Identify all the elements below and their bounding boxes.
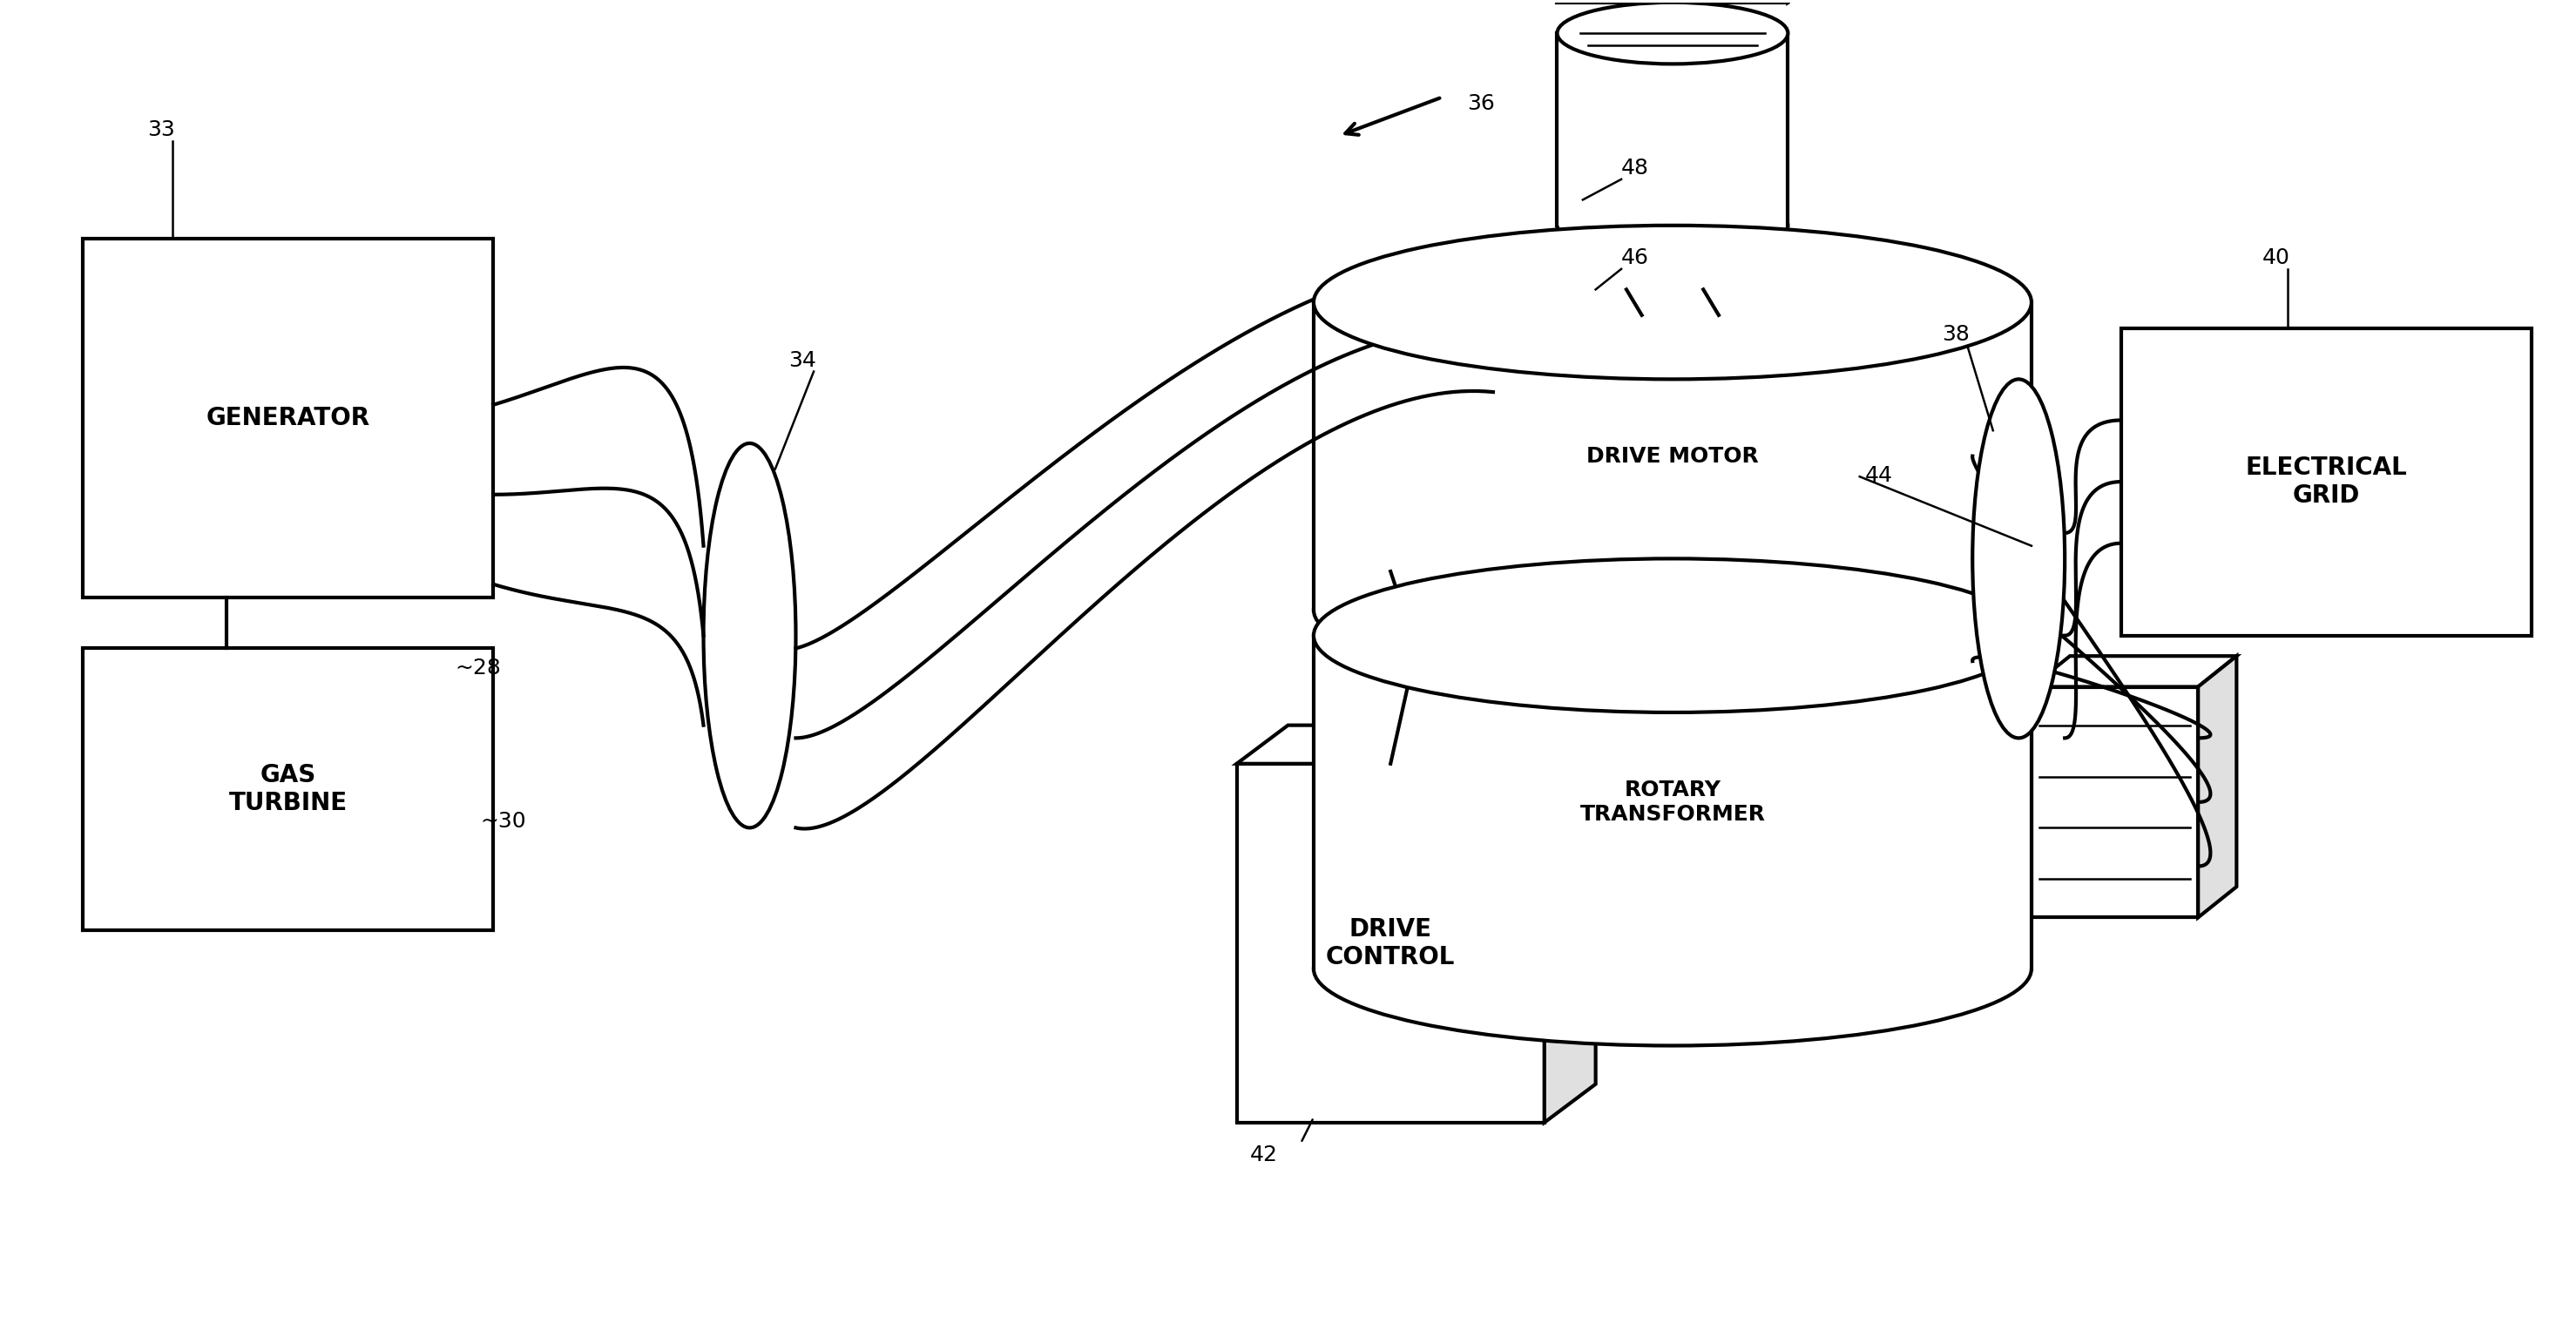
Ellipse shape bbox=[1314, 559, 2032, 713]
Text: 44: 44 bbox=[1865, 465, 1893, 485]
Text: 36: 36 bbox=[1468, 93, 1494, 114]
Text: 34: 34 bbox=[788, 350, 817, 371]
Ellipse shape bbox=[1556, 3, 1788, 64]
Text: ELECTRICAL
GRID: ELECTRICAL GRID bbox=[2246, 455, 2406, 508]
Text: ~28: ~28 bbox=[456, 657, 500, 678]
Ellipse shape bbox=[1556, 194, 1788, 257]
Bar bbox=[2032, 686, 2197, 918]
Text: 40: 40 bbox=[2262, 247, 2290, 269]
Ellipse shape bbox=[1314, 533, 2032, 686]
Polygon shape bbox=[1788, 0, 1839, 3]
Bar bbox=[82, 648, 492, 930]
Text: 42: 42 bbox=[1249, 1144, 1278, 1165]
Ellipse shape bbox=[1314, 892, 2032, 1045]
Text: DRIVE
CONTROL: DRIVE CONTROL bbox=[1327, 916, 1455, 970]
Polygon shape bbox=[1236, 725, 1595, 763]
Bar bbox=[1236, 763, 1546, 1123]
Text: DRIVE MOTOR: DRIVE MOTOR bbox=[1587, 446, 1759, 467]
Polygon shape bbox=[1455, 423, 1481, 572]
Text: ~30: ~30 bbox=[482, 811, 526, 833]
Text: GAS
TURBINE: GAS TURBINE bbox=[229, 763, 348, 815]
Ellipse shape bbox=[1314, 225, 2032, 379]
Bar bbox=[1314, 302, 2032, 610]
Text: ROTARY
TRANSFORMER: ROTARY TRANSFORMER bbox=[1579, 779, 1765, 825]
Polygon shape bbox=[2032, 656, 2236, 686]
Text: GENERATOR: GENERATOR bbox=[206, 406, 371, 430]
Bar bbox=[1314, 636, 2032, 968]
Ellipse shape bbox=[1973, 379, 2066, 738]
Polygon shape bbox=[1546, 725, 1595, 1123]
Bar bbox=[1556, 0, 1788, 3]
Bar bbox=[1327, 443, 1455, 572]
Text: 46: 46 bbox=[1620, 247, 1649, 269]
Text: 48: 48 bbox=[1620, 157, 1649, 178]
Text: 38: 38 bbox=[1942, 325, 1971, 344]
Bar bbox=[1556, 33, 1788, 225]
Polygon shape bbox=[1327, 423, 1481, 443]
Bar bbox=[82, 238, 492, 597]
Text: 33: 33 bbox=[147, 120, 175, 140]
Polygon shape bbox=[2197, 656, 2236, 918]
Bar bbox=[2120, 329, 2532, 636]
